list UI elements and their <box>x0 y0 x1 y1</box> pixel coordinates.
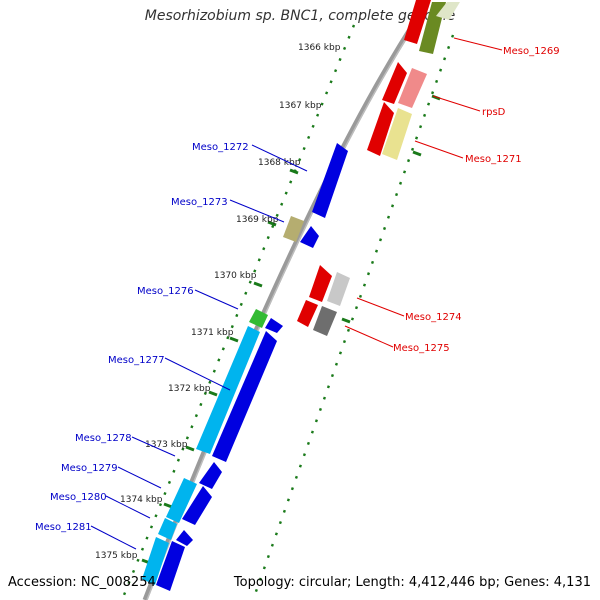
gene-group-top[interactable] <box>404 0 460 54</box>
gene-arrow-red-4[interactable] <box>297 300 318 327</box>
tick-label-1368: 1368 kbp <box>258 158 301 168</box>
gene-group-rpsd[interactable] <box>367 62 427 160</box>
gene-label-meso-1275[interactable]: Meso_1275 <box>393 343 450 354</box>
reverse-leader-lines <box>90 144 308 550</box>
gene-label-meso-1273[interactable]: Meso_1273 <box>171 197 228 208</box>
gene-arrow-meso-1273-olive[interactable] <box>283 216 304 242</box>
tick-label-1370: 1370 kbp <box>214 271 257 281</box>
gene-arrow-small-blue[interactable] <box>265 318 283 333</box>
gene-label-meso-1272[interactable]: Meso_1272 <box>192 142 249 153</box>
gene-group-1274[interactable] <box>297 265 350 336</box>
map-title: Mesorhizobium sp. BNC1, complete genome <box>144 8 456 24</box>
gene-arrow-top-red[interactable] <box>404 0 431 44</box>
gene-arrow-meso-1276[interactable] <box>249 309 268 328</box>
gene-arrow-red-2[interactable] <box>367 102 394 156</box>
gene-arrow-cyan-bottom[interactable] <box>142 537 169 585</box>
tick-label-1371: 1371 kbp <box>191 328 234 338</box>
gene-arrow-top-light[interactable] <box>436 2 460 20</box>
gene-arrow-red-1[interactable] <box>382 62 407 104</box>
tick-labels: 1366 kbp 1367 kbp 1368 kbp 1369 kbp 1370… <box>95 43 341 561</box>
gene-label-meso-1269[interactable]: Meso_1269 <box>503 46 560 57</box>
gene-arrow-rpsd[interactable] <box>398 68 427 108</box>
tick-label-1366: 1366 kbp <box>298 43 341 53</box>
gene-arrow-meso-1272[interactable] <box>312 143 348 218</box>
tick-label-1369: 1369 kbp <box>236 215 279 225</box>
gene-arrow-meso-1273[interactable] <box>300 226 319 248</box>
topology-summary: Topology: circular; Length: 4,412,446 bp… <box>233 575 591 590</box>
gene-label-meso-1271[interactable]: Meso_1271 <box>465 154 522 165</box>
forward-leader-lines <box>344 37 503 348</box>
gene-arrow-meso-1278[interactable] <box>199 462 222 489</box>
gene-label-meso-1279[interactable]: Meso_1279 <box>61 463 118 474</box>
tick-label-1374: 1374 kbp <box>120 495 163 505</box>
tick-label-1373: 1373 kbp <box>145 440 188 450</box>
gene-arrow-meso-1277[interactable] <box>196 326 260 454</box>
tick-label-1372: 1372 kbp <box>168 384 211 394</box>
gene-arrow-meso-1279[interactable] <box>166 478 197 523</box>
gene-arrow-small-blue-2[interactable] <box>176 530 193 546</box>
gene-arrow-meso-1274[interactable] <box>327 272 350 306</box>
tick-ruler-reverse <box>120 24 356 600</box>
gene-label-rpsd[interactable]: rpsD <box>482 107 506 118</box>
gene-label-meso-1277[interactable]: Meso_1277 <box>108 355 165 366</box>
gene-label-meso-1274[interactable]: Meso_1274 <box>405 312 462 323</box>
gene-arrow-meso-1281[interactable] <box>158 518 177 540</box>
gene-arrow-meso-1271[interactable] <box>382 108 412 160</box>
reverse-tick-marks <box>141 168 299 565</box>
gene-arrow-red-3[interactable] <box>309 265 332 302</box>
gene-arrow-blue-long[interactable] <box>212 331 277 462</box>
gene-arrow-blue-bottom[interactable] <box>156 541 185 591</box>
gene-label-meso-1278[interactable]: Meso_1278 <box>75 433 132 444</box>
accession-text: Accession: NC_008254 <box>8 575 156 590</box>
tick-label-1375: 1375 kbp <box>95 551 138 561</box>
gene-arrow-meso-1280[interactable] <box>182 486 212 525</box>
gene-arrow-meso-1275[interactable] <box>313 306 337 336</box>
gene-label-meso-1276[interactable]: Meso_1276 <box>137 286 194 297</box>
gene-label-meso-1280[interactable]: Meso_1280 <box>50 492 107 503</box>
tick-label-1367: 1367 kbp <box>279 101 322 111</box>
gene-label-meso-1281[interactable]: Meso_1281 <box>35 522 92 533</box>
